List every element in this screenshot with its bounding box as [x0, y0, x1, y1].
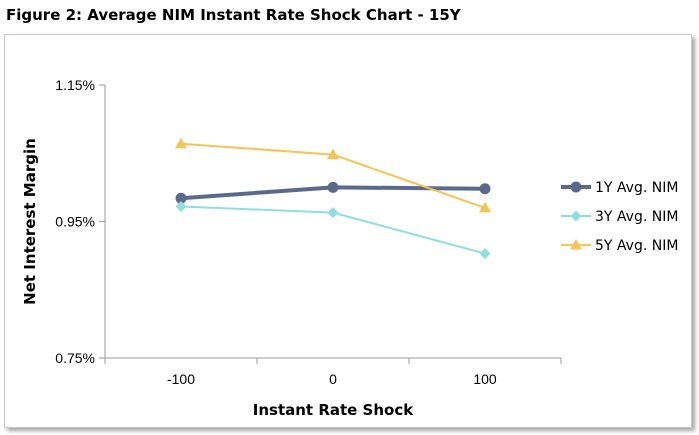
data-point [479, 201, 491, 213]
chart-frame: 0.75% 0.95% 1.15% -100 0 100 1Y Avg. NIM 3Y Av… [4, 34, 692, 428]
data-point [327, 148, 339, 160]
y-tick-label: 0.95% [55, 214, 95, 230]
legend-label: 3Y Avg. NIM [595, 209, 678, 225]
series-1 [175, 181, 491, 204]
legend-marker [570, 210, 582, 222]
y-axis-title: Net Interest Margin [21, 138, 39, 305]
series-3 [175, 137, 491, 213]
x-tick-label: -100 [167, 371, 195, 387]
figure-title: Figure 2: Average NIM Instant Rate Shock… [6, 6, 461, 24]
data-point [175, 192, 187, 204]
x-tick-label: 0 [329, 371, 337, 387]
chart-legend: 1Y Avg. NIM 3Y Avg. NIM 5Y Avg. NIM [561, 180, 678, 254]
x-tick-label: 100 [473, 371, 497, 387]
data-point [327, 181, 339, 193]
x-axis-title: Instant Rate Shock [253, 401, 414, 419]
chart-axes: 0.75% 0.95% 1.15% -100 0 100 [55, 77, 562, 387]
legend-label: 5Y Avg. NIM [595, 238, 678, 254]
data-point [175, 137, 187, 149]
data-point [327, 207, 339, 219]
legend-item: 3Y Avg. NIM [561, 209, 678, 225]
chart-series [175, 137, 491, 260]
y-tick-label: 0.75% [55, 350, 95, 366]
line-chart: 0.75% 0.95% 1.15% -100 0 100 1Y Avg. NIM 3Y Av… [21, 77, 678, 419]
y-tick-label: 1.15% [55, 77, 95, 93]
legend-item: 5Y Avg. NIM [561, 238, 678, 254]
data-point [479, 248, 491, 260]
legend-marker [570, 181, 582, 193]
legend-item: 1Y Avg. NIM [561, 180, 678, 196]
series-2 [175, 200, 491, 260]
legend-label: 1Y Avg. NIM [595, 180, 678, 196]
legend-marker [570, 239, 582, 250]
data-point [175, 200, 187, 212]
data-point [479, 183, 491, 195]
